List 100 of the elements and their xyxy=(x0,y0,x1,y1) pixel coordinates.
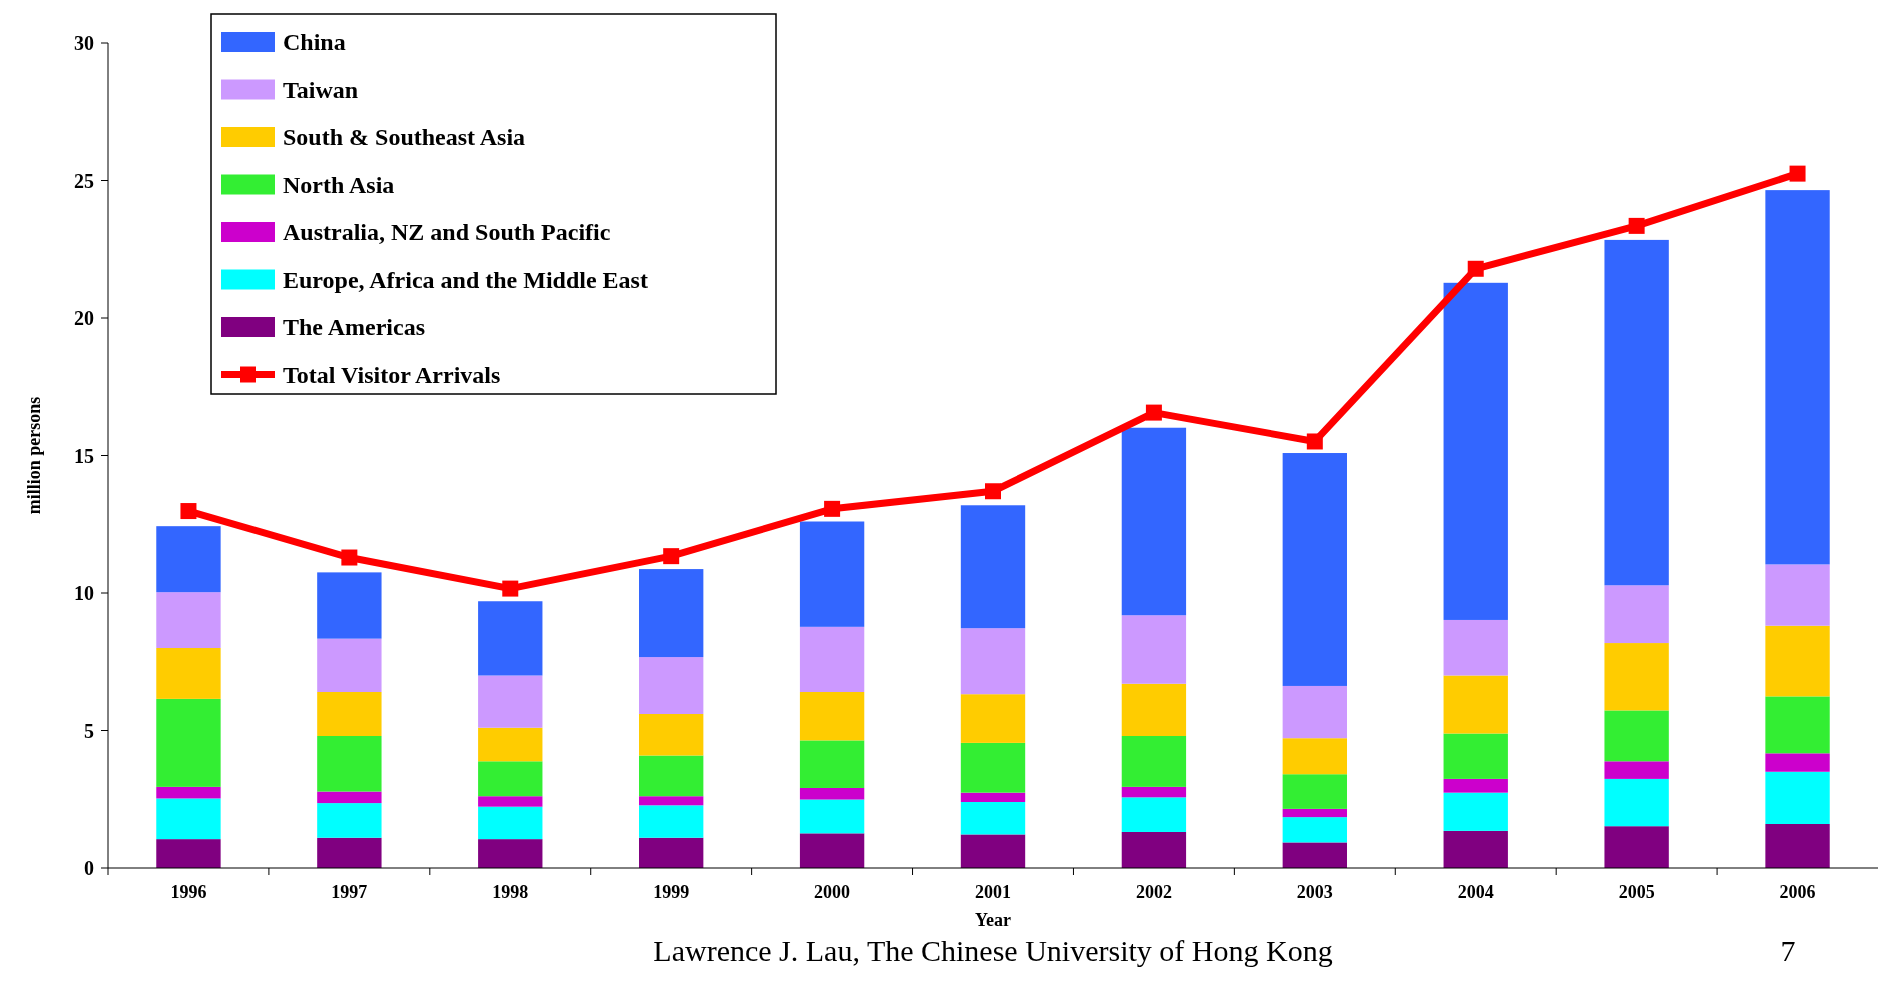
x-tick-label: 1996 xyxy=(170,882,207,902)
legend-label: The Americas xyxy=(283,314,425,341)
bar xyxy=(1121,786,1187,798)
point xyxy=(1467,260,1484,277)
y-tick-label: 25 xyxy=(74,169,94,192)
x-tick-label: 2002 xyxy=(1135,882,1172,902)
bar xyxy=(1765,190,1830,565)
bar xyxy=(1765,696,1830,754)
point xyxy=(502,580,519,597)
point xyxy=(1145,404,1162,421)
x-tick-label: 1998 xyxy=(492,882,529,902)
bar xyxy=(1282,842,1347,868)
legend-label: Taiwan xyxy=(283,76,359,103)
bar xyxy=(1604,643,1669,711)
point xyxy=(1789,165,1806,182)
bar xyxy=(317,837,382,868)
bar xyxy=(960,792,1026,802)
bar xyxy=(1443,778,1508,793)
x-tick-label: 2001 xyxy=(975,882,1011,902)
bar xyxy=(960,505,1026,629)
y-tick-label: 5 xyxy=(84,719,94,742)
bar xyxy=(156,526,221,593)
bar xyxy=(1282,817,1347,843)
bar xyxy=(1282,685,1347,739)
x-tick-label: 1997 xyxy=(331,882,368,902)
bar xyxy=(1765,625,1830,697)
legend-label: China xyxy=(283,29,346,56)
bar xyxy=(156,592,221,648)
y-tick-label: 20 xyxy=(74,307,94,329)
text: Lawrence J. Lau, The Chinese University of Hong Kong xyxy=(653,934,1333,967)
point xyxy=(1628,217,1645,234)
bar xyxy=(639,755,704,797)
y-tick-label: 15 xyxy=(74,444,94,467)
bar xyxy=(1121,683,1187,736)
bar xyxy=(1604,710,1669,762)
bar xyxy=(156,648,221,699)
x-tick-label: 2004 xyxy=(1457,882,1494,902)
bar xyxy=(639,837,704,868)
bar xyxy=(317,791,382,804)
point xyxy=(341,549,358,566)
bar xyxy=(799,692,865,741)
y-tick-label: 30 xyxy=(74,32,94,54)
y-tick-label: 0 xyxy=(84,857,94,879)
bar xyxy=(1443,675,1508,734)
bar xyxy=(960,802,1026,835)
bar xyxy=(478,675,543,728)
point xyxy=(663,548,680,565)
bar xyxy=(156,839,221,868)
bar xyxy=(1765,753,1830,772)
x-tick-label: 2000 xyxy=(814,882,851,902)
bar xyxy=(478,806,543,840)
text: 7 xyxy=(1780,934,1796,967)
bar xyxy=(317,692,382,736)
bar xyxy=(156,698,221,787)
bar xyxy=(1604,826,1669,868)
bar xyxy=(478,839,543,868)
point xyxy=(180,503,197,520)
bar xyxy=(156,786,221,799)
bar xyxy=(960,694,1026,743)
bar xyxy=(960,834,1026,868)
bar xyxy=(1282,453,1347,686)
bar xyxy=(1765,564,1830,626)
bar xyxy=(799,799,865,834)
legend-label: South & Southeast Asia xyxy=(283,124,526,151)
bar xyxy=(1121,797,1187,832)
bar xyxy=(960,628,1026,695)
bar xyxy=(1443,619,1508,676)
bar xyxy=(317,572,382,639)
bar xyxy=(317,736,382,792)
point xyxy=(985,483,1001,500)
bar xyxy=(799,740,865,788)
bar xyxy=(799,626,865,692)
bar xyxy=(960,742,1026,793)
bar xyxy=(478,796,543,807)
y-axis-title: million persons xyxy=(24,396,44,515)
bar xyxy=(1121,427,1187,616)
x-tick-label: 2006 xyxy=(1779,882,1816,902)
bar xyxy=(1604,585,1669,644)
bar xyxy=(1443,733,1508,779)
point xyxy=(824,500,841,517)
bar xyxy=(1282,808,1347,818)
x-tick-label: 2003 xyxy=(1296,882,1333,902)
bar xyxy=(1282,774,1347,809)
legend-label: North Asia xyxy=(283,171,395,198)
bar xyxy=(639,796,704,806)
bar xyxy=(478,727,543,762)
bar xyxy=(1765,824,1830,868)
bar xyxy=(639,657,704,714)
bar xyxy=(799,521,865,627)
bar xyxy=(1604,778,1669,827)
bar xyxy=(156,798,221,840)
legend-label: Europe, Africa and the Middle East xyxy=(283,266,648,293)
bar xyxy=(1604,239,1669,586)
bar xyxy=(639,569,704,658)
bar xyxy=(1282,738,1347,775)
bar xyxy=(799,833,865,868)
bar xyxy=(639,805,704,838)
bar xyxy=(478,761,543,797)
bar xyxy=(478,601,543,676)
legend-label: Total Visitor Arrivals xyxy=(283,361,501,388)
